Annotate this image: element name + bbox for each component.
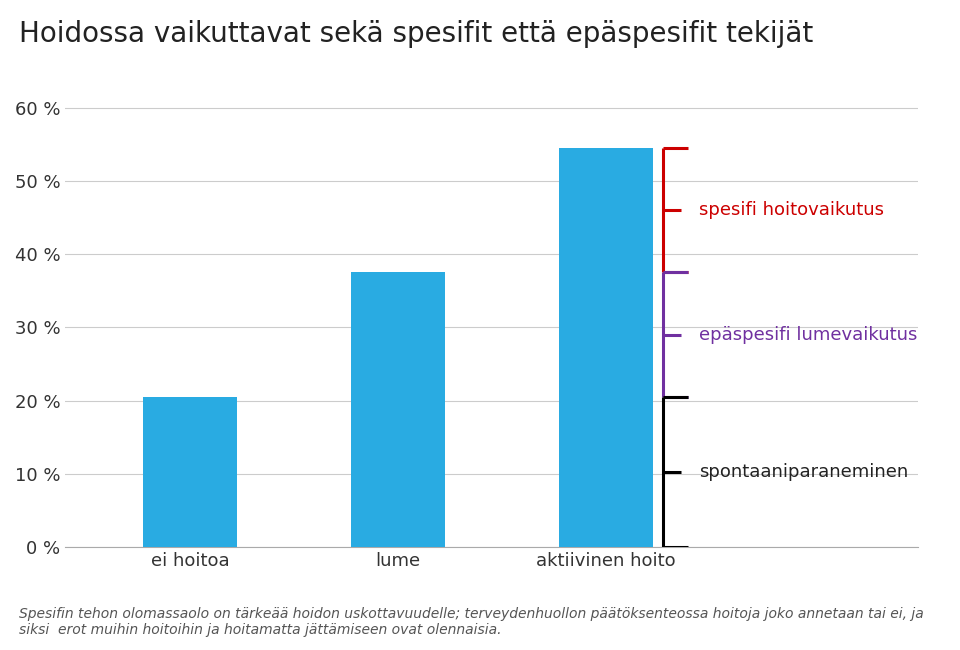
Bar <box>143 397 237 547</box>
Text: spontaaniparaneminen: spontaaniparaneminen <box>699 463 908 481</box>
Bar <box>560 148 653 547</box>
Text: spesifi hoitovaikutus: spesifi hoitovaikutus <box>699 202 884 219</box>
Text: Hoidossa vaikuttavat sekä spesifit että epäspesifit tekijät: Hoidossa vaikuttavat sekä spesifit että … <box>19 20 813 47</box>
Bar <box>351 272 445 547</box>
Text: Spesifin tehon olomassaolo on tärkeää hoidon uskottavuudelle; terveydenhuollon p: Spesifin tehon olomassaolo on tärkeää ho… <box>19 607 924 637</box>
Text: epäspesifi lumevaikutus: epäspesifi lumevaikutus <box>699 326 917 344</box>
